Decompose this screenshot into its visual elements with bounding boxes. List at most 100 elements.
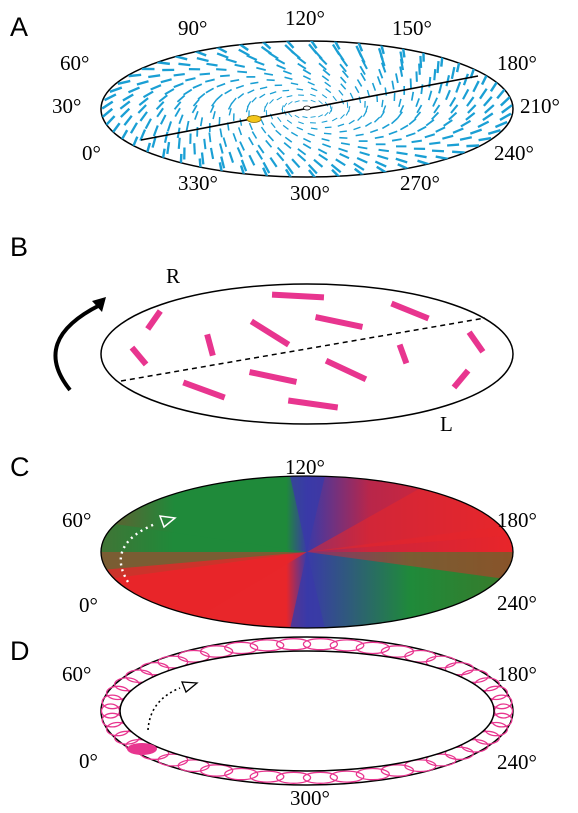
director-dash [260,45,272,55]
director-dash [338,89,344,96]
director-dash [399,58,405,71]
director-dash [379,111,386,118]
director-dash [366,89,371,98]
director-dash [374,160,387,168]
director-dash [322,68,331,76]
director-dash [467,104,477,114]
ring-cell [444,746,475,761]
rod [314,314,364,330]
director-dash [380,62,387,73]
rod [129,345,149,367]
dashed-axis [120,317,486,382]
panel-d: D 60° 180° 0° 240° 300° [10,636,537,810]
director-dash [245,105,249,113]
director-dash [472,80,480,93]
director-dash [399,51,404,64]
director-dash [310,122,316,124]
director-dash [199,72,211,76]
director-dash [183,88,193,96]
rod [287,397,339,411]
director-dash [218,116,221,126]
ring-cell [329,770,365,783]
director-dash [357,115,363,122]
director-dash [264,102,269,108]
director-dash [361,59,368,70]
rod [204,333,216,357]
director-dash [405,132,416,138]
director-dash [194,110,199,120]
director-dash [284,76,293,81]
director-dash [291,158,301,169]
pink-rods [129,291,486,411]
director-dash [294,100,300,103]
director-dash [455,81,462,93]
director-dash [159,114,167,125]
director-dash [177,137,181,149]
director-dash [339,63,347,73]
director-dash [276,64,286,70]
director-dash [427,90,433,101]
director-dash [101,107,114,118]
director-dash [237,70,248,74]
director-dash [269,99,274,104]
director-dash [322,143,332,148]
director-dash [219,128,223,138]
director-dash [415,98,420,108]
director-dash [321,94,328,99]
director-dash [460,119,472,128]
director-dash [239,118,243,126]
director-dash [152,125,159,137]
director-dash [445,74,451,87]
director-dash [435,126,446,133]
ring-cell [355,641,390,655]
director-dash [303,137,312,143]
director-dash [255,150,264,160]
director-dash [388,130,398,136]
director-dash [391,138,402,142]
angle-label-60: 60° [60,51,89,75]
director-dash [211,99,218,107]
director-dash [317,114,323,118]
director-dash [373,116,381,123]
director-dash [276,152,285,162]
director-dash [358,140,368,142]
director-dash [189,133,192,144]
angle-label-120: 120° [285,6,325,30]
director-dash [215,93,223,101]
director-dash [482,96,493,107]
director-dash [284,168,294,177]
director-dash [296,88,304,91]
angle-label-180: 180° [497,508,537,532]
highlighted-cell [127,743,157,755]
ring-cell [355,767,390,781]
director-dash [220,74,230,78]
director-dash [282,70,292,75]
director-dash [317,148,328,155]
director-dash [151,135,157,148]
director-dash [339,130,347,133]
director-dash [356,156,368,164]
director-dash [323,132,332,135]
director-dash [335,158,346,167]
rod [271,291,325,301]
angle-label-300: 300° [290,181,330,205]
director-dash [339,136,348,139]
director-dash [307,163,318,175]
ring-cell [249,770,285,783]
angle-label-60: 60° [62,508,91,532]
director-dash [450,66,456,80]
director-dash [166,141,171,155]
director-dash [413,147,426,150]
director-dash [128,86,140,94]
director-dash [382,105,387,113]
director-dash [340,114,345,119]
director-dash [193,143,196,155]
rod [248,369,298,385]
director-dash [282,124,289,130]
director-dash [381,99,384,108]
director-dash [216,52,229,59]
angle-label-210: 210° [520,94,560,118]
director-dash [260,118,265,126]
director-dash [284,41,295,49]
director-dash [353,162,365,171]
